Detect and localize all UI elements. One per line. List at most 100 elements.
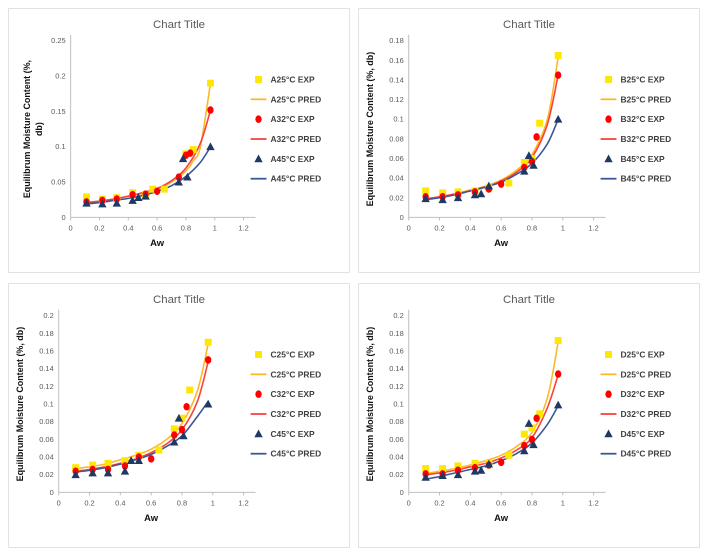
triangle-marker [254,154,263,163]
y-tick-label: 0.15 [51,107,65,116]
triangle-marker [520,446,529,455]
circle-marker [255,390,262,398]
y-tick-label: 0.12 [39,382,53,391]
triangle-marker [438,195,447,204]
legend-entry: B45°C PRED [600,174,671,184]
y-tick-label: 0.04 [39,453,53,462]
series-d25-c-pred [424,341,559,475]
circle-marker [204,356,212,364]
y-tick-label: 0.12 [389,95,403,104]
square-marker [89,461,97,469]
series-d45-c-exp [421,400,563,481]
triangle-marker [103,468,113,477]
y-tick-label: 0.16 [389,347,403,356]
square-marker [505,451,513,459]
legend-label: D25°C PRED [620,369,671,379]
y-tick-label: 0.04 [389,174,403,183]
square-marker [189,146,197,154]
series-a25-c-pred [85,82,212,204]
square-marker [255,75,263,83]
series-c25-c-pred [74,343,209,470]
y-tick-label: 0.12 [389,382,403,391]
series-d32-c-pred [424,374,559,476]
legend-label: B32°C PRED [620,134,671,144]
circle-marker [454,466,462,475]
x-tick-label: 1 [561,498,565,507]
square-marker [505,179,513,187]
series-b45-c-exp [421,114,563,204]
legend-entry: D45°C PRED [600,449,671,459]
legend: B25°C EXP B25°C PRED B32°C EXP B32°C PRED B4… [600,74,671,184]
legend-entry: B32°C PRED [600,134,671,144]
square-marker [439,189,447,197]
y-tick-label: 0.06 [389,435,403,444]
legend-label: C45°C PRED [270,449,321,459]
pred-line [74,343,209,470]
pred-line [424,374,559,476]
square-marker [471,459,479,467]
triangle-marker [484,181,494,190]
triangle-marker [529,161,538,169]
series-a45-c-exp [82,142,215,208]
triangle-marker [204,399,213,408]
y-tick-label: 0.18 [389,36,403,45]
x-tick-label: 0.4 [465,223,475,232]
legend-label: B32°C EXP [620,114,665,124]
legend: A25°C EXP A25°C PRED A32°C EXP A32°C PRED A4… [250,74,321,184]
chart-title: Chart Title [153,19,205,31]
square-marker [554,337,562,344]
circle-marker [153,187,161,196]
triangle-marker [98,199,107,208]
legend-label: C32°C EXP [270,389,315,399]
triangle-marker [524,151,534,159]
y-axis-label: Equilibrum Moisture Content (%, db) [365,52,375,207]
square-marker [83,193,90,201]
x-tick-label: 0.4 [115,498,125,507]
chart-c-canvas: Chart Title 0 0.02 0.04 0.06 0.08 0.1 0.12 0.14 0… [15,294,321,523]
triangle-marker [554,114,563,123]
series-b25-c-pred [424,56,559,200]
circle-marker [497,180,505,188]
triangle-marker [421,194,430,203]
legend-label: A25°C EXP [270,74,315,84]
circle-marker [207,106,214,114]
x-tick-label: 0 [57,498,61,507]
y-tick-label: 0.02 [39,470,53,479]
triangle-marker [453,193,463,202]
square-marker [605,75,613,83]
square-marker [454,462,462,470]
legend: D25°C EXP D25°C PRED D32°C EXP D32°C PRED D4… [600,349,671,459]
series-c32-c-exp [72,356,212,475]
pred-line [424,56,559,200]
legend-label: B25°C PRED [620,94,671,104]
legend-entry: C45°C EXP [254,429,315,439]
x-tick-label: 1 [213,223,217,232]
triangle-marker [128,196,137,204]
y-axis-label: db) [34,122,44,136]
square-marker [255,350,263,358]
circle-marker [171,431,178,439]
legend-entry: B25°C PRED [600,94,671,104]
square-marker [536,119,544,127]
triangle-marker [134,193,143,202]
x-tick-label: 0.8 [177,498,187,507]
y-axis-label: Equilibrum Moisture Content (%, db) [15,327,25,482]
series-layer [71,338,213,479]
x-tick-label: 0 [407,223,411,232]
legend-entry: B45°C EXP [604,154,665,164]
triangle-marker [470,190,480,199]
triangle-marker [254,429,263,438]
series-c45-c-pred [74,400,209,473]
legend-label: A45°C PRED [270,174,321,184]
legend-label: D32°C EXP [620,389,665,399]
x-tick-label: 0 [69,223,73,232]
series-a45-c-pred [85,145,212,205]
square-marker [536,410,544,418]
y-tick-label: 0.08 [39,417,53,426]
triangle-marker [484,459,494,468]
circle-marker [187,149,194,157]
legend-label: D45°C EXP [620,429,665,439]
x-tick-label: 0.2 [84,498,94,507]
x-tick-label: 0.6 [146,498,156,507]
circle-marker [554,71,562,79]
